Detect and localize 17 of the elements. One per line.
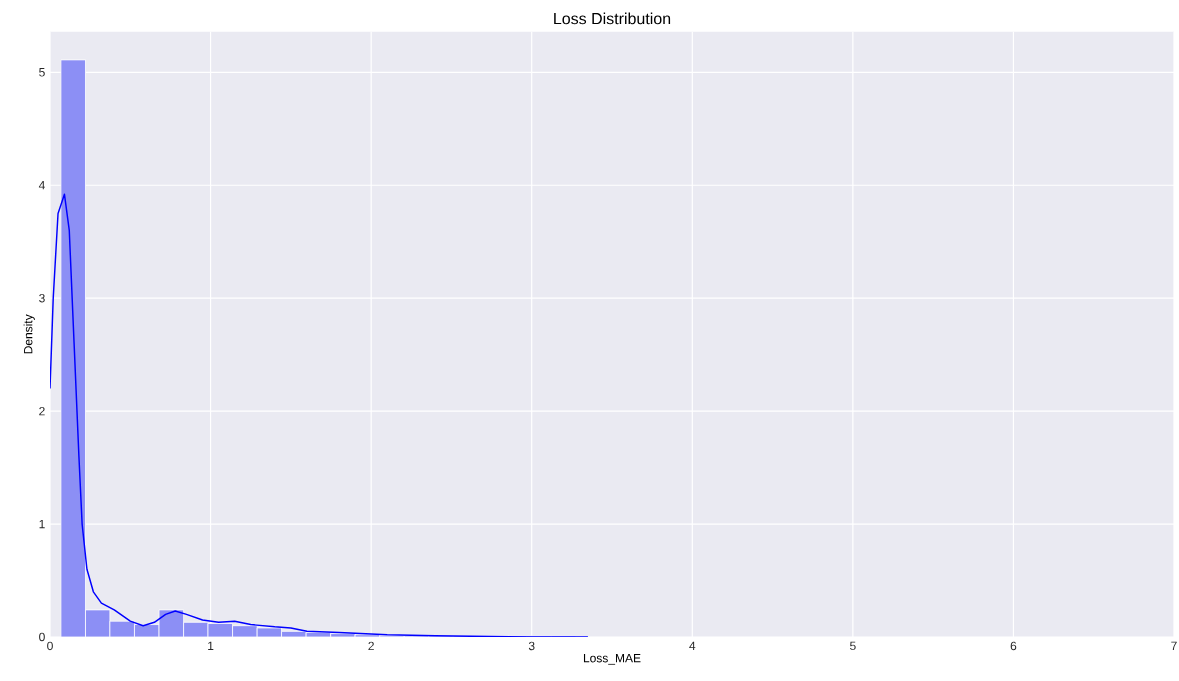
- y-tick-label: 0: [39, 632, 45, 642]
- x-tick-label: 3: [528, 641, 535, 651]
- y-tick-label: 1: [39, 519, 45, 529]
- y-tick-label: 4: [38, 181, 45, 190]
- y-tick-label: 5: [39, 68, 45, 77]
- x-tick-label: 4: [689, 641, 696, 650]
- y-tick-label: 2: [39, 406, 45, 416]
- x-tick-label: 5: [850, 641, 856, 651]
- x-tick-label: 7: [1171, 641, 1177, 650]
- x-axis-title: Loss_MAE: [583, 654, 641, 665]
- y-tick-label: 3: [39, 293, 45, 303]
- x-tick-label: 0: [47, 641, 53, 651]
- chart-title: Loss Distribution: [554, 12, 671, 25]
- x-tick-label: 2: [368, 641, 374, 651]
- x-tick-label: 1: [208, 641, 214, 650]
- x-tick-label: 6: [1010, 641, 1017, 651]
- y-axis-title: Density: [23, 314, 35, 354]
